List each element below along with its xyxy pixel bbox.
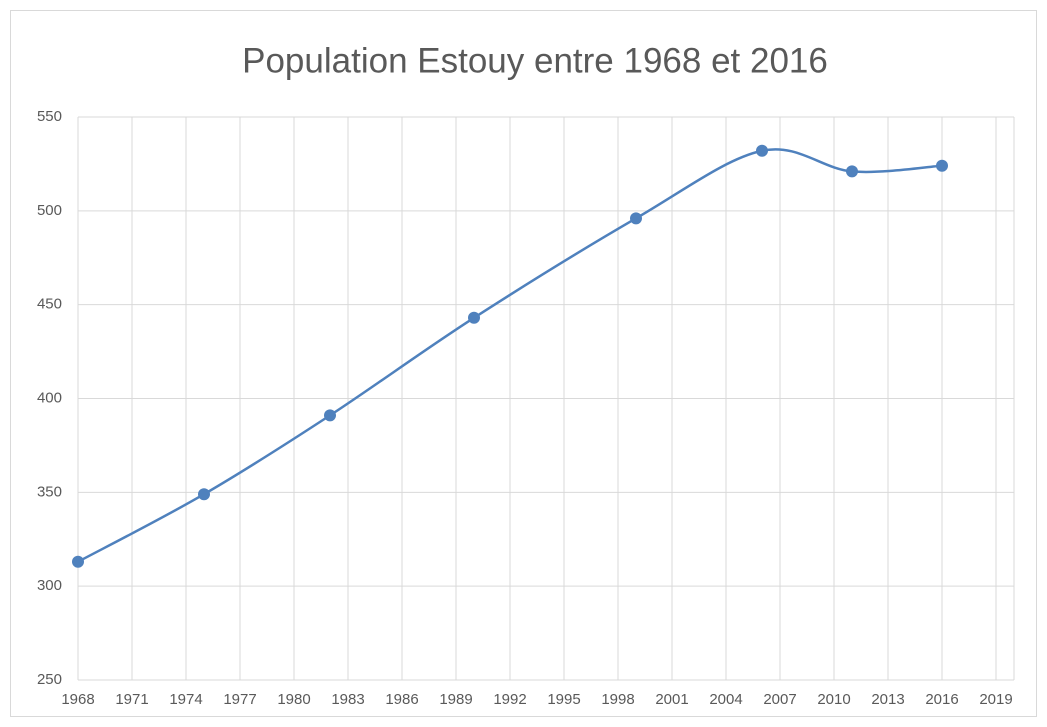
data-point — [756, 144, 768, 157]
data-point — [198, 488, 210, 501]
x-tick-label: 2010 — [817, 691, 850, 708]
data-point — [72, 555, 84, 568]
x-tick-label: 1998 — [601, 691, 634, 708]
y-tick-label: 300 — [37, 577, 62, 594]
data-point — [324, 409, 336, 422]
x-tick-label: 2016 — [925, 691, 958, 708]
x-tick-label: 1971 — [115, 691, 148, 708]
y-tick-label: 500 — [37, 202, 62, 219]
chart-border — [10, 10, 1037, 717]
data-point — [630, 212, 642, 225]
x-tick-label: 2007 — [763, 691, 796, 708]
x-tick-label: 1974 — [169, 691, 202, 708]
x-tick-label: 1977 — [223, 691, 256, 708]
x-tick-label: 1992 — [493, 691, 526, 708]
x-tick-label: 1986 — [385, 691, 418, 708]
x-tick-label: 1989 — [439, 691, 472, 708]
x-tick-label: 1980 — [277, 691, 310, 708]
x-tick-label: 2004 — [709, 691, 742, 708]
y-tick-label: 350 — [37, 483, 62, 500]
y-tick-label: 400 — [37, 389, 62, 406]
line-series — [77, 148, 943, 563]
data-point — [468, 311, 480, 324]
y-tick-label: 550 — [37, 108, 62, 125]
y-tick-label: 250 — [37, 671, 62, 688]
data-point — [936, 159, 948, 172]
data-point — [846, 165, 858, 178]
x-tick-label: 1968 — [61, 691, 94, 708]
x-tick-label: 1983 — [331, 691, 364, 708]
x-tick-label: 1995 — [547, 691, 580, 708]
x-tick-label: 2019 — [979, 691, 1012, 708]
chart-title: Population Estouy entre 1968 et 2016 — [242, 41, 828, 80]
y-tick-label: 450 — [37, 296, 62, 313]
x-tick-label: 2013 — [871, 691, 904, 708]
x-tick-label: 2001 — [655, 691, 688, 708]
